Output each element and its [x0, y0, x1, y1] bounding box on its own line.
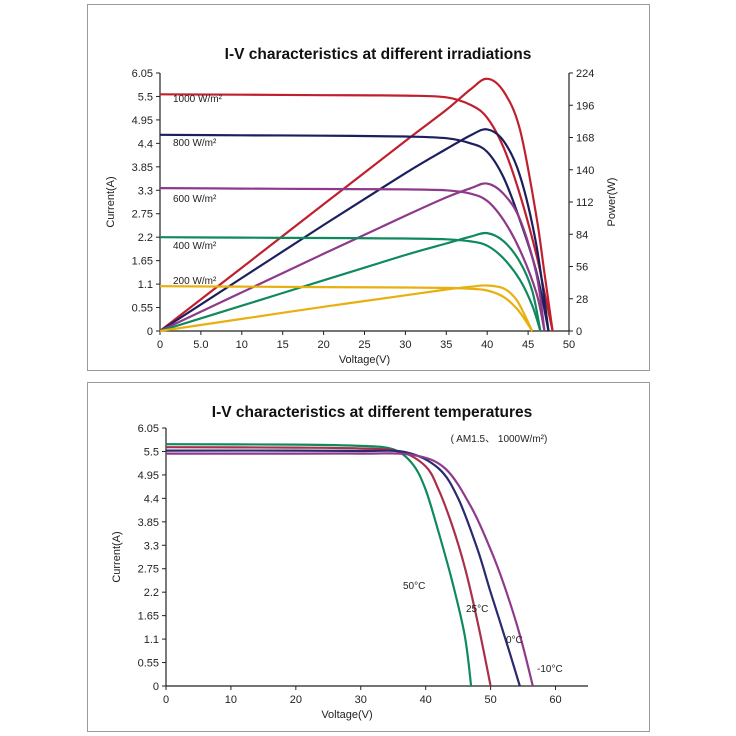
irradiation-chart: I-V characteristics at different irradia…: [105, 46, 618, 366]
y-tick-label: 0: [147, 326, 153, 338]
x-tick-label: 30: [355, 694, 367, 706]
y2-tick-label: 56: [576, 262, 588, 274]
x-tick-label: 35: [440, 339, 452, 351]
power-curve-line: [159, 77, 554, 332]
temperature-chart-panel: I-V characteristics at different tempera…: [87, 382, 650, 732]
x-tick-label: 20: [317, 339, 329, 351]
temperature-chart: I-V characteristics at different tempera…: [111, 404, 588, 721]
y2-tick-label: 196: [576, 100, 594, 112]
y2-tick-label: 84: [576, 229, 588, 241]
y-tick-label: 6.05: [132, 68, 153, 80]
x-tick-label: 0: [163, 694, 169, 706]
y-tick-label: 2.75: [138, 564, 159, 576]
y-tick-label: 1.65: [138, 611, 159, 623]
y-tick-label: 1.1: [138, 279, 153, 291]
y-tick-label: 4.95: [138, 470, 159, 482]
x-tick-label: 10: [236, 339, 248, 351]
y-tick-label: 0.55: [132, 303, 153, 315]
series-label: 800 W/m²: [173, 138, 217, 149]
iv-curve-line: [166, 452, 534, 687]
power-curve-line: [159, 231, 542, 333]
y-tick-label: 3.85: [132, 162, 153, 174]
iv-curve-line: [159, 285, 534, 332]
x-tick-label: 50: [484, 694, 496, 706]
series-label: 400 W/m²: [173, 241, 217, 252]
x-tick-label: 0: [157, 339, 163, 351]
y-tick-label: 4.95: [132, 115, 153, 127]
y-tick-label: 2.2: [144, 587, 159, 599]
y-tick-label: 1.65: [132, 256, 153, 268]
y2-axis-label: Power(W): [606, 178, 618, 227]
y-axis-label: Current(A): [105, 176, 117, 227]
x-axis-label: Voltage(V): [339, 354, 390, 366]
x-tick-label: 25: [358, 339, 370, 351]
y-tick-label: 2.75: [132, 209, 153, 221]
y-tick-label: 3.3: [144, 540, 159, 552]
x-axis-label: Voltage(V): [321, 709, 372, 721]
chart-title: I-V characteristics at different irradia…: [225, 46, 532, 63]
iv-curve-line: [165, 446, 492, 687]
y-axis-label: Current(A): [111, 531, 123, 582]
x-tick-label: 40: [420, 694, 432, 706]
y-tick-label: 0.55: [138, 658, 159, 670]
y2-tick-label: 28: [576, 294, 588, 306]
chart-title: I-V characteristics at different tempera…: [212, 404, 532, 421]
irradiation-chart-panel: I-V characteristics at different irradia…: [87, 4, 650, 371]
iv-curve-line: [159, 187, 546, 332]
x-tick-label: 50: [563, 339, 575, 351]
series-label: 25°C: [466, 604, 488, 615]
series-label: 1000 W/m²: [173, 94, 223, 105]
y2-tick-label: 112: [576, 197, 594, 209]
y-tick-label: 1.1: [144, 634, 159, 646]
x-tick-label: 10: [225, 694, 237, 706]
x-tick-label: 5.0: [193, 339, 208, 351]
iv-curve-line: [165, 443, 473, 687]
series-label: 200 W/m²: [173, 276, 217, 287]
series-label: 0°C: [506, 635, 523, 646]
iv-curve-line: [165, 449, 521, 687]
x-tick-label: 45: [522, 339, 534, 351]
chart-subtitle: ( AM1.5、 1000W/m²): [451, 434, 548, 445]
iv-curve-line: [159, 93, 554, 332]
y-tick-label: 5.5: [138, 91, 153, 103]
iv-curve-line: [159, 236, 542, 332]
y-tick-label: 0: [153, 681, 159, 693]
power-curve-line: [159, 128, 550, 332]
x-tick-label: 30: [399, 339, 411, 351]
y2-tick-label: 0: [576, 326, 582, 338]
y-tick-label: 3.85: [138, 517, 159, 529]
y-tick-label: 3.3: [138, 185, 153, 197]
x-tick-label: 40: [481, 339, 493, 351]
y-tick-label: 2.2: [138, 232, 153, 244]
series-label: 50°C: [403, 581, 425, 592]
x-tick-label: 15: [277, 339, 289, 351]
series-label: 600 W/m²: [173, 194, 217, 205]
y2-tick-label: 224: [576, 68, 594, 80]
y-tick-label: 6.05: [138, 423, 159, 435]
y-tick-label: 5.5: [144, 446, 159, 458]
y2-tick-label: 168: [576, 133, 594, 145]
x-tick-label: 20: [290, 694, 302, 706]
y2-tick-label: 140: [576, 165, 594, 177]
power-curve-line: [159, 182, 546, 332]
y-tick-label: 4.4: [144, 493, 159, 505]
power-curve-line: [159, 284, 534, 333]
x-tick-label: 60: [549, 694, 561, 706]
y-tick-label: 4.4: [138, 138, 153, 150]
series-label: -10°C: [537, 664, 563, 675]
